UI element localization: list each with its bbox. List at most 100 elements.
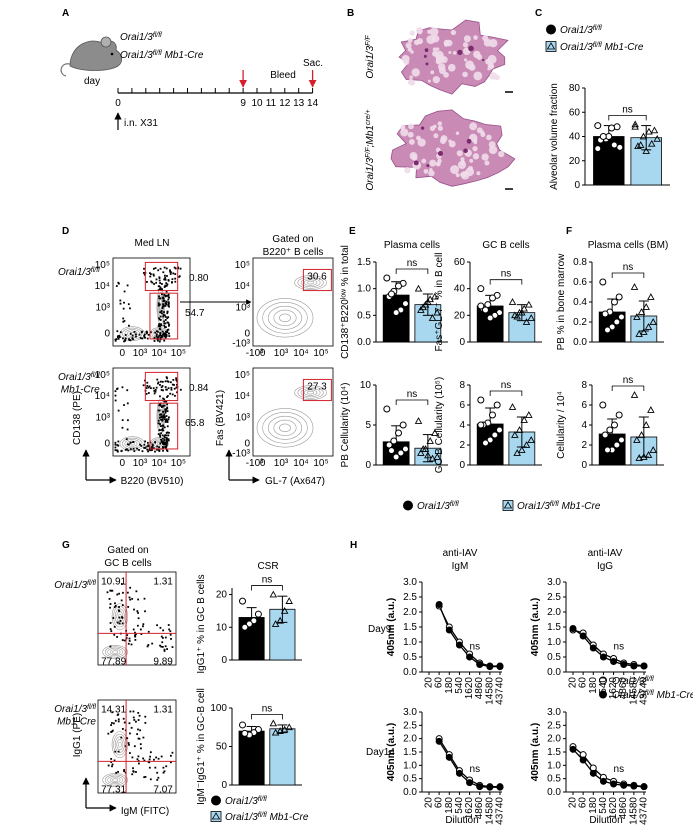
event-dot [134, 635, 137, 638]
event-dot [163, 650, 166, 652]
event-dot [158, 327, 161, 330]
legend-marker [211, 795, 221, 806]
event-dot [129, 752, 131, 754]
event-dot [123, 639, 126, 642]
data-point [613, 441, 621, 449]
text-part: Orai1/3 [612, 690, 645, 701]
histology-vessel [463, 148, 468, 154]
event-dot [149, 778, 152, 781]
event-dot [111, 711, 114, 714]
x-tick-label: 14580 [484, 677, 495, 705]
event-dot [161, 419, 164, 421]
genotype-label: Orai1/3fl/fl Mb1-Cre [120, 50, 204, 62]
text-part: fl/fl [87, 704, 96, 711]
event-dot [160, 389, 163, 391]
y-tick-label: 80 [569, 83, 581, 94]
y-tick-label: 20 [216, 590, 228, 601]
contour [256, 408, 314, 448]
data-point [390, 437, 398, 445]
event-dot [127, 642, 130, 645]
event-dot [162, 389, 164, 392]
data-point [383, 274, 391, 282]
event-dot [164, 330, 167, 333]
event-dot [157, 302, 160, 305]
event-dot [123, 340, 125, 343]
data-point [508, 298, 517, 305]
contour [294, 275, 327, 290]
y-tick-label: 10 [360, 380, 372, 391]
contour [279, 313, 291, 323]
contour [303, 389, 318, 396]
histology-alveolus [408, 123, 414, 130]
event-dot [164, 419, 167, 422]
event-dot [146, 445, 149, 448]
event-dot [122, 591, 124, 594]
event-dot [112, 722, 115, 725]
infection-label: i.n. X31 [124, 118, 158, 129]
event-dot [164, 411, 167, 414]
data-point [606, 426, 614, 434]
histology-alveolus [431, 34, 440, 43]
contour [111, 731, 128, 758]
event-dot [166, 407, 169, 410]
event-dot [107, 732, 110, 735]
event-dot [142, 623, 145, 626]
event-dot [163, 413, 166, 416]
event-dot [114, 605, 117, 607]
event-dot [132, 441, 135, 443]
event-dot [132, 628, 135, 631]
y-tick-label: 60 [454, 257, 466, 268]
event-dot [160, 415, 163, 418]
event-dot [170, 386, 173, 389]
event-dot [159, 297, 162, 300]
text-part: Orai1/3 [58, 372, 91, 383]
event-dot [121, 616, 123, 619]
data-point [426, 437, 434, 444]
event-dot [161, 437, 164, 440]
event-dot [154, 441, 157, 444]
flow-axis-label: B220 (BV510) [121, 476, 184, 487]
histology-alveolus [452, 50, 457, 55]
event-dot [119, 299, 122, 302]
panel-letter: C [535, 8, 542, 19]
event-dot [129, 339, 132, 342]
contour [273, 419, 297, 436]
event-dot [165, 442, 168, 445]
quadrant-value: 7.07 [153, 784, 173, 795]
event-dot [156, 624, 158, 627]
data-point [397, 449, 405, 457]
legend-marker [546, 24, 556, 35]
event-dot [115, 285, 118, 287]
data-point [601, 431, 609, 439]
histology-vessel [468, 45, 474, 52]
gate-value: 0.84 [189, 383, 209, 394]
legend-marker [503, 501, 513, 509]
data-point [250, 617, 258, 625]
event-dot [167, 294, 170, 297]
event-dot [165, 290, 168, 293]
x-tick-label: 43740 [495, 677, 506, 705]
event-dot [163, 404, 166, 407]
significance-label: ns [614, 642, 625, 653]
histology-alveolus [462, 71, 468, 78]
histology-alveolus [487, 67, 491, 71]
event-dot [110, 630, 113, 632]
gate [149, 402, 179, 450]
contour [109, 777, 121, 783]
event-dot [162, 332, 165, 335]
contour [109, 649, 121, 655]
y-tick-label: 8 [459, 380, 465, 391]
histology-label: Orai1/3F/F;Mb1cre/+ [365, 109, 377, 190]
data-point [603, 446, 611, 454]
y-axis-label: IgG1⁺ % in GC B cells [196, 574, 207, 673]
event-dot [169, 761, 172, 764]
event-dot [162, 303, 164, 306]
data-point [269, 590, 278, 598]
y-axis-label: 405nm (a.u.) [530, 598, 541, 656]
event-dot [169, 633, 172, 636]
event-dot [165, 408, 168, 410]
event-dot [161, 645, 164, 648]
legend-marker [599, 676, 607, 685]
event-dot [176, 383, 178, 386]
data-point [610, 141, 618, 149]
